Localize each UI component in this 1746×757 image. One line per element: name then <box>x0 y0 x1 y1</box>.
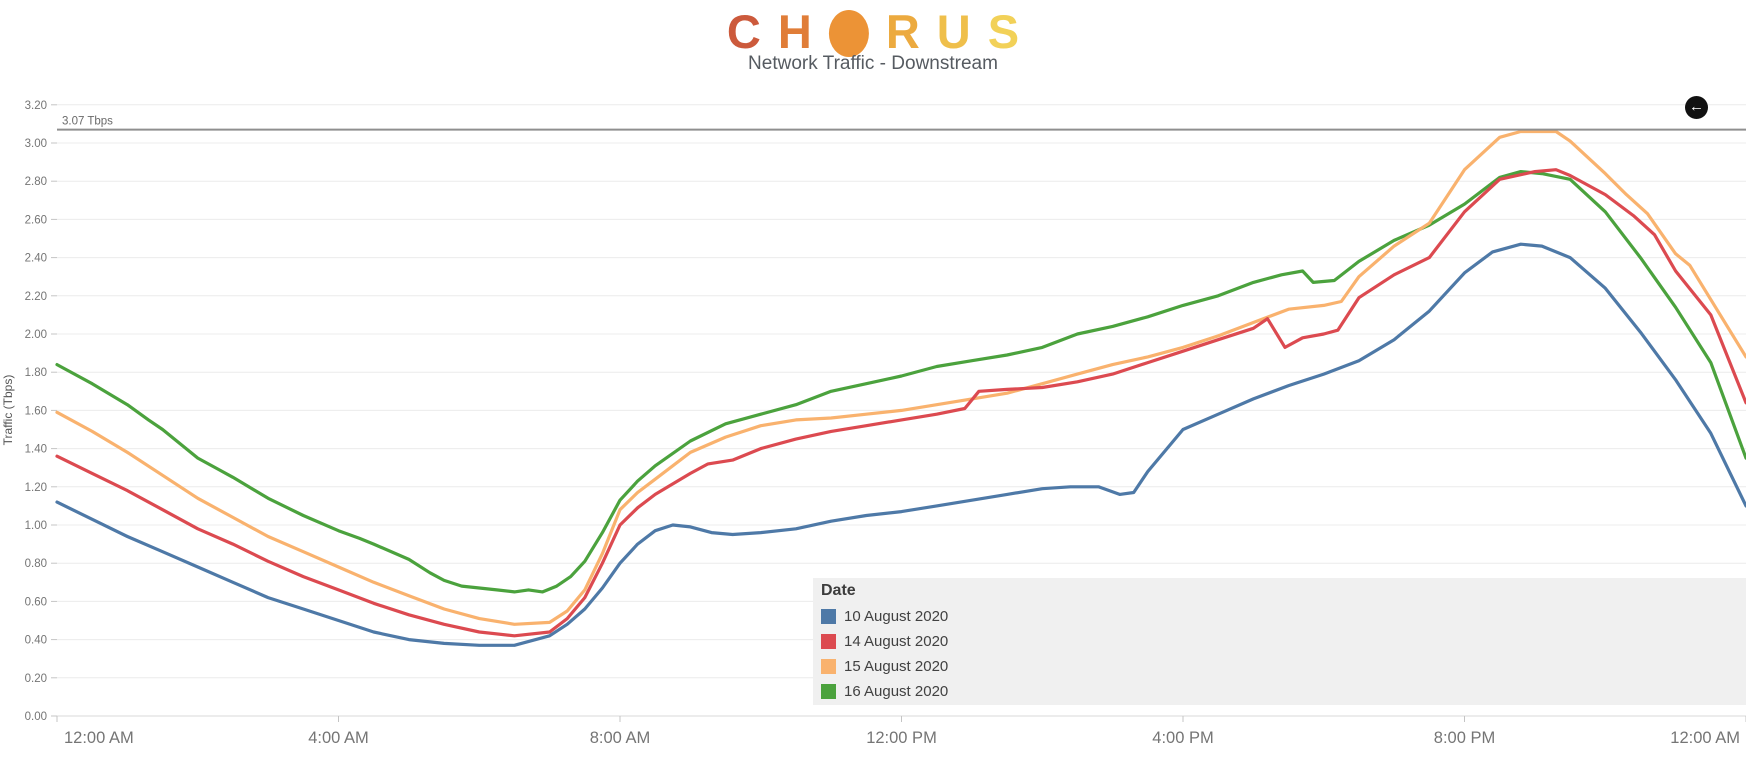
x-tick-label-2: 8:00 AM <box>590 729 651 747</box>
y-tick-label-0.40: 0.40 <box>25 635 47 647</box>
y-tick-label-1.40: 1.40 <box>25 444 47 456</box>
y-tick-label-2.40: 2.40 <box>25 253 47 265</box>
x-tick-label-0: 12:00 AM <box>64 729 134 747</box>
y-tick-label-2.80: 2.80 <box>25 176 47 188</box>
y-tick-label-1.60: 1.60 <box>25 405 47 417</box>
y-tick-label-3.00: 3.00 <box>25 138 47 150</box>
back-arrow-icon: ← <box>1689 98 1704 115</box>
legend-swatch <box>821 659 836 674</box>
legend-label: 14 August 2020 <box>844 633 949 650</box>
chorus-logo-letter-u: U <box>936 5 971 58</box>
legend-item-15-august-2020[interactable]: 15 August 2020 <box>821 654 1746 679</box>
legend-label: 16 August 2020 <box>844 683 949 700</box>
y-tick-label-1.00: 1.00 <box>25 520 47 532</box>
chorus-logo-o-circle <box>828 10 869 57</box>
legend-title: Date <box>821 582 856 599</box>
legend-swatch <box>821 634 836 649</box>
legend-item-10-august-2020[interactable]: 10 August 2020 <box>821 604 1746 629</box>
series-line-10-august-2020[interactable] <box>55 242 1746 647</box>
y-tick-label-1.80: 1.80 <box>25 367 47 379</box>
y-tick-label-0.20: 0.20 <box>25 673 47 685</box>
y-axis-title: Traffic (Tbps) <box>1 375 15 446</box>
chorus-logo-letter-r: R <box>885 5 920 58</box>
y-tick-label-1.20: 1.20 <box>25 482 47 494</box>
legend-label: 10 August 2020 <box>844 608 949 625</box>
back-button[interactable]: ← <box>1685 96 1708 119</box>
legend-item-16-august-2020[interactable]: 16 August 2020 <box>821 679 1746 704</box>
chorus-logo-letter-c: C <box>726 5 761 58</box>
legend-panel: Date 10 August 2020 14 August 2020 15 Augu… <box>813 578 1746 705</box>
legend-swatch <box>821 609 836 624</box>
x-tick-label-5: 8:00 PM <box>1434 729 1495 747</box>
y-tick-label-2.00: 2.00 <box>25 329 47 341</box>
x-tick-label-4: 4:00 PM <box>1152 729 1213 747</box>
x-tick-label-3: 12:00 PM <box>866 729 937 747</box>
legend-label: 15 August 2020 <box>844 658 949 675</box>
legend-item-14-august-2020[interactable]: 14 August 2020 <box>821 629 1746 654</box>
y-tick-label-2.60: 2.60 <box>25 214 47 226</box>
chorus-logo-letter-h: H <box>777 5 812 58</box>
legend-swatch <box>821 684 836 699</box>
series-line-16-august-2020[interactable] <box>55 170 1746 594</box>
y-tick-label-0.00: 0.00 <box>25 711 47 723</box>
x-tick-label-1: 4:00 AM <box>308 729 369 747</box>
legend-rows: 10 August 2020 14 August 2020 15 August 20… <box>821 604 1746 704</box>
y-tick-label-0.80: 0.80 <box>25 558 47 570</box>
x-tick-label-6: 12:00 AM <box>1670 729 1740 747</box>
reference-line-label: 3.07 Tbps <box>62 116 113 128</box>
y-axis-title-layer: Traffic (Tbps) <box>1 375 15 446</box>
chorus-logo-letter-s: S <box>987 5 1020 58</box>
series-line-15-august-2020[interactable] <box>55 129 1746 626</box>
y-tick-label-3.20: 3.20 <box>25 100 47 112</box>
chart-title: Network Traffic - Downstream <box>748 53 998 74</box>
y-tick-label-2.20: 2.20 <box>25 291 47 303</box>
y-tick-label-0.60: 0.60 <box>25 596 47 608</box>
series-line-14-august-2020[interactable] <box>55 168 1746 638</box>
